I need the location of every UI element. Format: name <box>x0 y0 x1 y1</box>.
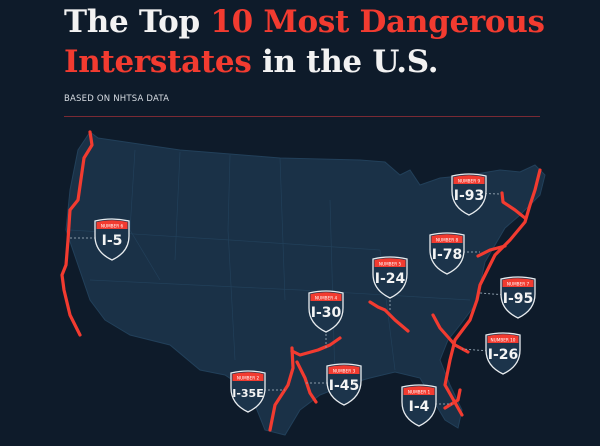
shield-rank: NUMBER 9 <box>458 179 481 184</box>
interstate-shield: NUMBER 9 I-93 <box>451 173 487 216</box>
subtitle: BASED ON NHTSA DATA <box>64 94 170 104</box>
interstate-shield: NUMBER 6 I-5 <box>94 218 130 261</box>
shield-icon <box>94 218 130 261</box>
leader-line <box>461 348 504 353</box>
interstate-shield: NUMBER 4 I-30 <box>308 290 344 333</box>
shield-rank: NUMBER 3 <box>333 369 356 374</box>
route-i45 <box>295 360 318 404</box>
shield-route-name: I-24 <box>375 271 406 287</box>
shield-icon <box>326 363 362 406</box>
interstate-shield: NUMBER 3 I-45 <box>326 363 362 406</box>
shield-rank: NUMBER 1 <box>408 390 431 395</box>
shield-band <box>502 278 534 287</box>
route-i4 <box>443 388 462 410</box>
shield-band <box>96 220 128 229</box>
route-i30 <box>290 336 342 357</box>
shield-route-name: I-45 <box>329 378 360 394</box>
shield-route-name: I-4 <box>409 399 430 415</box>
interstate-shield: NUMBER 1 I-4 <box>401 384 437 427</box>
interstate-shield: NUMBER 7 I-95 <box>500 276 536 319</box>
interstate-shield: NUMBER 10 I-26 <box>485 332 521 375</box>
interstate-shield: NUMBER 8 I-78 <box>429 232 465 275</box>
shield-route-name: I-5 <box>102 233 123 249</box>
shield-icon <box>500 276 536 319</box>
route-i93 <box>500 191 527 220</box>
shield-band <box>328 365 360 374</box>
page-title: The Top 10 Most Dangerous Interstates in… <box>64 2 545 82</box>
shield-route-name: I-26 <box>488 347 519 363</box>
shield-rank: NUMBER 6 <box>101 224 124 229</box>
route-i5 <box>60 130 94 337</box>
us-land <box>65 131 546 436</box>
interstate-shield: NUMBER 2 I-35E <box>230 370 266 413</box>
route-i95 <box>443 168 542 417</box>
interstate-routes <box>60 130 542 432</box>
shield-icon <box>308 290 344 333</box>
divider <box>64 116 540 117</box>
shield-band <box>232 372 264 381</box>
shield-route-name: I-30 <box>311 305 342 321</box>
title-text: in the U.S. <box>251 44 439 80</box>
shield-band <box>487 334 519 343</box>
shield-icon <box>429 232 465 275</box>
shield-icon <box>401 384 437 427</box>
shield-rank: NUMBER 8 <box>436 238 459 243</box>
shield-rank: NUMBER 4 <box>315 296 338 301</box>
title-highlight: 10 Most Dangerous <box>210 4 545 40</box>
shield-route-name: I-95 <box>503 291 534 307</box>
shield-band <box>374 258 406 267</box>
shield-icon <box>485 332 521 375</box>
shield-rank: NUMBER 7 <box>507 282 530 287</box>
title-highlight: Interstates <box>64 44 252 80</box>
shield-band <box>310 292 342 301</box>
shield-band <box>431 234 463 243</box>
shield-route-name: I-93 <box>454 188 485 204</box>
shield-band <box>453 175 485 184</box>
shield-rank: NUMBER 2 <box>237 376 260 381</box>
route-i78 <box>476 244 507 258</box>
shield-route-name: I-35E <box>232 387 263 400</box>
route-i24 <box>368 300 410 333</box>
shield-route-name: I-78 <box>432 247 463 263</box>
shield-icon <box>451 173 487 216</box>
shield-rank: NUMBER 10 <box>491 338 516 343</box>
shield-rank: NUMBER 5 <box>379 262 402 267</box>
title-text: The Top <box>64 4 211 40</box>
shield-band <box>403 386 435 395</box>
route-i35e <box>268 346 295 432</box>
route-i26 <box>431 313 470 354</box>
interstate-shield: NUMBER 5 I-24 <box>372 256 408 299</box>
shield-icon <box>372 256 408 299</box>
shield-icon <box>230 370 266 413</box>
